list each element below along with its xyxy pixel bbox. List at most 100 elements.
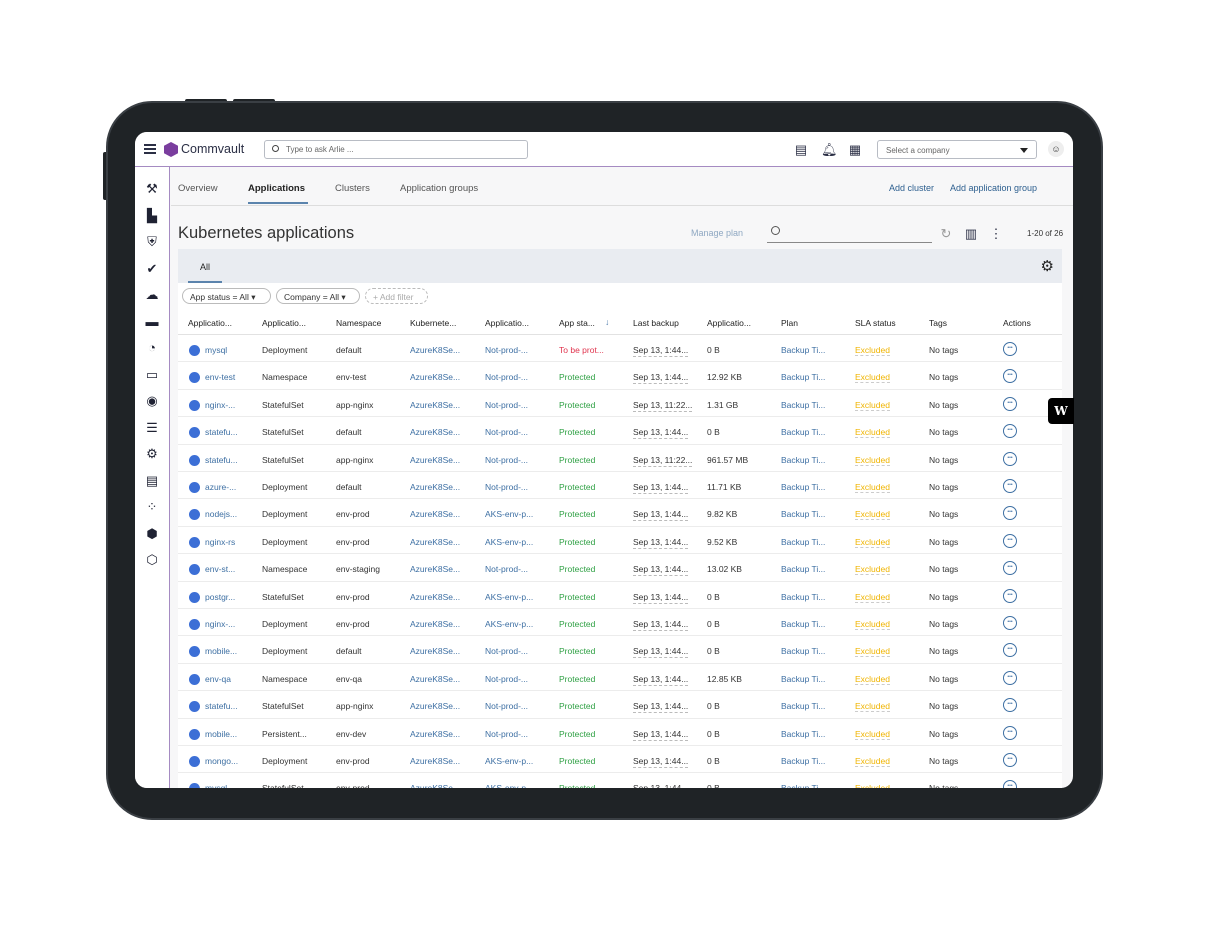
gear-icon[interactable]: ⚙ [146,446,158,461]
columns-icon[interactable]: ▥ [964,226,978,241]
shield-check-icon[interactable]: ✔ [146,260,158,276]
app-group-link[interactable]: AKS-env-p... [485,756,534,766]
cluster-link[interactable]: AzureK8Se... [410,646,461,657]
app-group-link[interactable]: Not-prod-... [485,454,528,465]
cluster-link[interactable]: AzureK8Se... [410,536,461,547]
column-header[interactable]: Applicatio... [485,318,529,328]
user-icon[interactable]: ☺ [1048,141,1064,157]
app-name-link[interactable]: mobile... [205,728,238,739]
app-name-link[interactable]: nodejs... [205,509,238,520]
reports-chart-icon[interactable]: ▙ [147,207,157,223]
more-vertical-icon[interactable]: ⋮ [989,226,1003,241]
app-group-link[interactable]: Not-prod-... [485,564,528,575]
add-filter-button[interactable]: + Add filter [365,288,428,304]
dashboard-icon[interactable]: ▦ [848,142,862,157]
app-name-link[interactable]: mysql [205,345,228,355]
app-group-link[interactable]: Not-prod-... [485,345,528,355]
monitor-icon[interactable]: ▭ [145,366,159,382]
app-name-link[interactable]: azure-... [205,482,237,492]
table-row[interactable]: statefu... StatefulSet default AzureK8Se...… [178,417,1062,445]
table-row[interactable]: mysql StatefulSet env-prod AzureK8Se... AKS-… [178,773,1062,788]
table-row[interactable]: statefu... StatefulSet app-nginx AzureK8Se.… [178,445,1062,472]
cluster-link[interactable]: AzureK8Se... [410,619,461,629]
table-row[interactable]: postgr... StatefulSet env-prod AzureK8Se...… [178,582,1062,609]
row-actions-icon[interactable]: ••• [1003,698,1017,713]
app-group-link[interactable]: Not-prod-... [485,673,528,684]
menu-icon[interactable] [144,144,156,154]
app-group-link[interactable]: Not-prod-... [485,482,528,492]
bell-icon[interactable]: 🔔︎ [821,142,838,157]
company-filter[interactable]: Company = All ▾ [276,288,360,304]
app-name-link[interactable]: nginx-rs [205,536,236,547]
company-select[interactable]: Select a company [877,140,1037,159]
plan-link[interactable]: Backup Ti... [781,564,826,575]
row-actions-icon[interactable]: ••• [1003,561,1017,576]
app-name-link[interactable]: statefu... [205,427,238,438]
app-group-link[interactable]: Not-prod-... [485,646,528,657]
sort-desc-icon[interactable]: ↓ [605,317,610,327]
cluster-link[interactable]: AzureK8Se... [410,783,460,788]
column-header[interactable]: Tags [929,318,947,328]
row-actions-icon[interactable]: ••• [1003,369,1017,384]
plan-link[interactable]: Backup Ti... [781,427,826,438]
table-row[interactable]: env-st... Namespace env-staging AzureK8Se..… [178,554,1062,582]
plan-link[interactable]: Backup Ti... [781,591,826,602]
cluster-link[interactable]: AzureK8Se... [410,701,461,712]
app-name-link[interactable]: env-test [205,372,236,383]
app-group-link[interactable]: Not-prod-... [485,372,528,383]
app-name-link[interactable]: nginx-... [205,399,236,410]
plan-link[interactable]: Backup Ti... [781,399,826,410]
plan-link[interactable]: Backup Ti... [781,536,826,547]
table-row[interactable]: mongo... Deployment env-prod AzureK8Se... AK… [178,746,1062,774]
refresh-icon[interactable]: ↻ [940,226,952,241]
row-actions-icon[interactable]: ••• [1003,533,1017,548]
table-row[interactable]: env-test Namespace env-test AzureK8Se... Not… [178,362,1062,390]
tools-icon[interactable]: ⚒ [146,181,158,196]
table-row[interactable]: nodejs... Deployment env-prod AzureK8Se... A… [178,499,1062,527]
table-row[interactable]: nginx-rs Deployment env-prod AzureK8Se... AK… [178,527,1062,555]
tab-clusters[interactable]: Clusters [335,183,370,194]
app-name-link[interactable]: mysql [205,783,227,788]
app-group-link[interactable]: AKS-env-p... [485,619,534,629]
app-group-link[interactable]: AKS-env-p... [485,509,534,520]
security-badge-icon[interactable]: ⛨ [147,234,157,249]
column-header[interactable]: Actions [1003,318,1031,328]
row-actions-icon[interactable]: ••• [1003,479,1017,493]
app-group-link[interactable]: Not-prod-... [485,728,528,739]
app-group-link[interactable]: AKS-env-p... [485,783,533,788]
cluster-link[interactable]: AzureK8Se... [410,591,461,602]
cluster-link[interactable]: AzureK8Se... [410,673,461,684]
column-header[interactable]: Applicatio... [262,318,306,328]
cluster-link[interactable]: AzureK8Se... [410,482,461,492]
table-search-input[interactable] [767,222,932,243]
app-group-link[interactable]: Not-prod-... [485,427,528,438]
plan-link[interactable]: Backup Ti... [781,345,826,355]
row-actions-icon[interactable]: ••• [1003,670,1017,685]
row-actions-icon[interactable]: ••• [1003,588,1017,603]
table-row[interactable]: env-qa Namespace env-qa AzureK8Se... Not-pro… [178,664,1062,692]
plan-link[interactable]: Backup Ti... [781,728,826,739]
plan-link[interactable]: Backup Ti... [781,783,825,788]
apps-grid-icon[interactable]: ⁘ [146,499,158,514]
cluster-link[interactable]: AzureK8Se... [410,427,461,438]
app-name-link[interactable]: mongo... [205,756,239,766]
plan-link[interactable]: Backup Ti... [781,619,826,629]
column-header[interactable]: Kubernete... [410,318,457,328]
plan-link[interactable]: Backup Ti... [781,673,826,684]
app-name-link[interactable]: statefu... [205,454,238,465]
table-row[interactable]: mobile... Deployment default AzureK8Se... No… [178,636,1062,664]
app-group-link[interactable]: AKS-env-p... [485,591,534,602]
tab-applications[interactable]: Applications [248,183,306,194]
app-name-link[interactable]: postgr... [205,591,236,602]
row-actions-icon[interactable]: ••• [1003,616,1017,630]
app-name-link[interactable]: env-st... [205,564,236,575]
column-header[interactable]: App sta... [559,318,595,328]
column-header[interactable]: Last backup [633,318,679,328]
table-row[interactable]: mobile... Persistent... env-dev AzureK8Se..… [178,719,1062,746]
document-icon[interactable]: ▤ [145,472,159,488]
row-actions-icon[interactable]: ••• [1003,643,1017,658]
row-actions-icon[interactable]: ••• [1003,725,1017,740]
column-header[interactable]: Plan [781,318,799,328]
gauge-icon[interactable]: ◔ [148,340,156,355]
app-name-link[interactable]: env-qa [205,673,231,684]
